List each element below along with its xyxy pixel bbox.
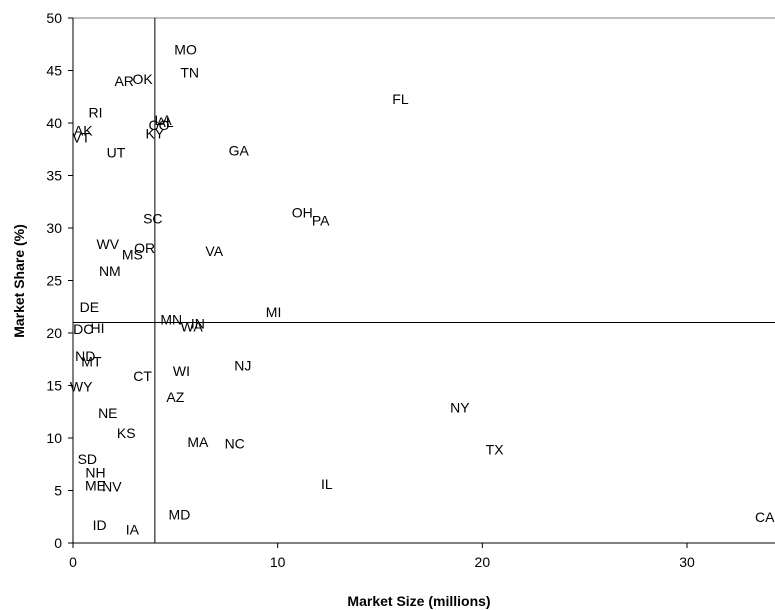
y-tick-label: 35 <box>46 168 62 184</box>
y-axis-ticks: 0 5 10 15 20 25 30 35 40 45 50 <box>46 10 73 551</box>
y-tick-label: 0 <box>54 535 62 551</box>
point-label-nh: NH <box>85 465 105 481</box>
point-label-nj: NJ <box>234 358 251 374</box>
point-label-hi: HI <box>91 320 105 336</box>
point-label-il: IL <box>321 476 333 492</box>
point-label-me: ME <box>85 477 106 493</box>
point-label-sc: SC <box>143 211 162 227</box>
point-label-ak: AK <box>74 122 93 138</box>
point-label-va: VA <box>205 243 223 259</box>
y-tick-label: 5 <box>54 483 62 499</box>
point-label-ut: UT <box>107 144 126 160</box>
point-label-tx: TX <box>486 442 505 458</box>
point-label-md: MD <box>169 507 191 523</box>
point-label-la: LA <box>154 112 172 128</box>
x-tick-label: 20 <box>475 554 491 570</box>
y-tick-label: 50 <box>46 10 62 26</box>
point-label-vt: VT <box>72 130 90 146</box>
point-label-co: CO <box>148 117 169 133</box>
point-label-in: IN <box>191 316 205 332</box>
plot-background <box>73 18 775 543</box>
point-label-pa: PA <box>312 213 330 229</box>
y-tick-label: 25 <box>46 273 62 289</box>
point-label-mn: MN <box>160 311 182 327</box>
point-label-or: OR <box>134 240 155 256</box>
plot-area <box>72 17 775 544</box>
x-tick-label: 30 <box>679 554 695 570</box>
point-label-nm: NM <box>99 263 121 279</box>
x-axis-title: Market Size (millions) <box>347 593 490 609</box>
point-label-dc: DC <box>73 321 93 337</box>
point-label-ia: IA <box>126 521 140 537</box>
point-label-wi: WI <box>173 363 190 379</box>
point-label-ca: CA <box>755 509 775 525</box>
point-label-mi: MI <box>266 304 282 320</box>
point-label-nd: ND <box>75 348 95 364</box>
y-tick-label: 20 <box>46 325 62 341</box>
x-axis-ticks: 0 10 20 30 <box>69 543 695 570</box>
point-label-ar: AR <box>114 73 133 89</box>
point-label-wy: WY <box>70 379 93 395</box>
point-label-az: AZ <box>166 389 184 405</box>
point-label-oh: OH <box>292 204 313 220</box>
point-label-ms: MS <box>122 246 143 262</box>
x-tick-label: 0 <box>69 554 77 570</box>
point-label-ga: GA <box>229 142 250 158</box>
point-label-ok: OK <box>132 71 153 87</box>
point-label-mo: MO <box>174 42 197 58</box>
point-label-sd: SD <box>78 451 97 467</box>
y-tick-label: 40 <box>46 115 62 131</box>
point-label-wa: WA <box>181 319 204 335</box>
point-label-ma: MA <box>187 434 209 450</box>
y-tick-label: 10 <box>46 430 62 446</box>
point-label-ct: CT <box>133 368 152 384</box>
point-label-nc: NC <box>225 435 245 451</box>
point-label-fl: FL <box>392 91 409 107</box>
x-tick-label: 10 <box>270 554 286 570</box>
point-label-ny: NY <box>450 400 470 416</box>
point-label-de: DE <box>80 299 99 315</box>
point-label-ky: KY <box>146 126 165 142</box>
y-axis-title: Market Share (%) <box>11 224 27 338</box>
point-label-mt: MT <box>81 353 102 369</box>
reference-lines <box>73 18 775 543</box>
point-label-ks: KS <box>117 425 136 441</box>
point-label-ri: RI <box>89 105 103 121</box>
point-label-nv: NV <box>102 478 122 494</box>
point-label-wv: WV <box>97 236 120 252</box>
point-label-al: AL <box>157 114 174 130</box>
y-tick-label: 45 <box>46 63 62 79</box>
point-label-id: ID <box>93 517 107 533</box>
y-tick-label: 15 <box>46 378 62 394</box>
point-label-ne: NE <box>98 405 117 421</box>
point-label-tn: TN <box>180 65 199 81</box>
y-tick-label: 30 <box>46 220 62 236</box>
